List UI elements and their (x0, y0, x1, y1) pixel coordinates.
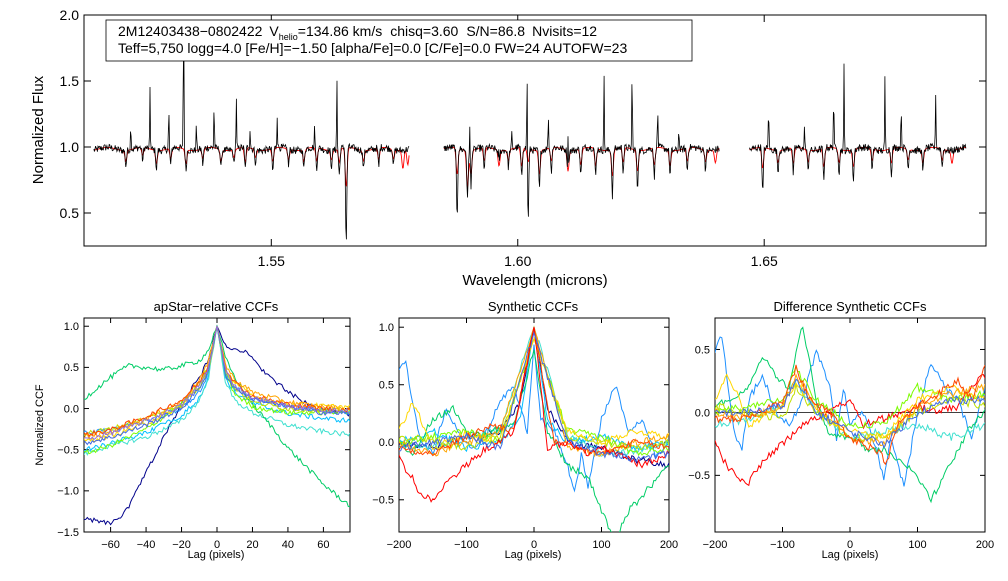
difference-ccf-panel: Difference Synthetic CCFs −200 −100 0 100 20… (688, 299, 994, 561)
y-tick-label: 2.0 (60, 7, 80, 23)
info-sn: S/N=86.8 (466, 23, 525, 39)
y-tick-label: 0.0 (695, 407, 710, 419)
synthetic-ccf-data (399, 325, 669, 532)
x-tick-label: −60 (101, 539, 120, 551)
info-box-frame (105, 19, 693, 62)
apstar-ccf-ticks: −60 −40 −20 0 20 40 60 −1.5 −1.0 −0.5 0.0 0.5 1.0 (57, 318, 350, 551)
x-tick-label: −20 (172, 539, 191, 551)
ccf-line-visit-5 (399, 350, 669, 532)
info-star-id: 2M12403438−0802422 (118, 23, 263, 39)
difference-ccf-title: Difference Synthetic CCFs (774, 299, 927, 314)
x-tick-label: 100 (592, 539, 610, 551)
x-tick-label: −200 (387, 539, 412, 551)
y-tick-label: −0.5 (57, 445, 79, 457)
ccf-line-visit-5 (715, 364, 985, 429)
info-line-2: Teff=5,750 logg=4.0 [Fe/H]=−1.50 [alpha/… (118, 40, 627, 56)
x-tick-label: −100 (770, 539, 795, 551)
ccf-line-visit-12 (84, 326, 350, 440)
apstar-ccf-data (84, 324, 350, 526)
main-data (93, 29, 967, 240)
x-tick-label: 40 (282, 539, 294, 551)
ccf-line-visit-2 (399, 344, 669, 493)
x-tick-label: 0 (214, 539, 220, 551)
y-tick-label: 0.5 (695, 344, 710, 356)
difference-ccf-x-label: Lag (pixels) (822, 549, 879, 561)
x-tick-label: −100 (454, 539, 479, 551)
synthetic-ccf-x-label: Lag (pixels) (505, 549, 562, 561)
y-tick-label: 1.0 (379, 322, 394, 334)
x-tick-label: 100 (908, 539, 926, 551)
y-tick-label: 0.0 (379, 437, 394, 449)
info-nvisits: Nvisits=12 (532, 23, 597, 39)
x-tick-label: 1.55 (258, 253, 285, 269)
y-tick-label: −1.0 (57, 486, 79, 498)
x-tick-label: 200 (976, 539, 994, 551)
difference-ccf-data (715, 326, 985, 504)
main-ticks: 1.55 1.60 1.65 0.5 1.0 1.5 2.0 (60, 7, 986, 269)
x-tick-label: 1.65 (751, 253, 778, 269)
ccf-line-visit-11 (399, 327, 669, 503)
main-x-label: Wavelength (microns) (462, 272, 607, 289)
x-tick-label: 1.60 (504, 253, 531, 269)
y-tick-label: 0.5 (64, 362, 79, 374)
info-box: 2M12403438−0802422 Vhelio=134.86 km/s chis… (105, 19, 693, 62)
x-tick-label: 60 (317, 539, 329, 551)
ccf-line-visit-8 (399, 337, 669, 451)
ccf-line-visit-12 (399, 331, 669, 463)
x-tick-label: −40 (137, 539, 156, 551)
info-vhelio: =134.86 km/s (298, 23, 382, 39)
synthetic-ccf-title: Synthetic CCFs (488, 299, 579, 314)
x-tick-label: 200 (660, 539, 678, 551)
apstar-ccf-title: apStar−relative CCFs (154, 299, 279, 314)
x-tick-label: −200 (703, 539, 728, 551)
ccf-line-visit-9 (715, 364, 985, 466)
y-tick-label: 1.5 (60, 73, 80, 89)
ccf-line-visit-10 (715, 378, 985, 449)
y-tick-label: 0.0 (64, 403, 79, 415)
apstar-ccf-x-label: Lag (pixels) (188, 549, 245, 561)
main-plot-frame (83, 14, 987, 247)
y-tick-label: 0.5 (379, 380, 394, 392)
x-tick-label: 0 (847, 539, 853, 551)
main-y-label: Normalized Flux (30, 75, 47, 184)
difference-ccf-ticks: −200 −100 0 100 200 −0.5 0.0 0.5 (688, 318, 994, 551)
observed-spectrum-line (93, 29, 410, 240)
apstar-ccf-panel: apStar−relative CCFs −60 −40 −20 0 20 40 60 −1.… (34, 299, 351, 561)
info-v-subscript: helio (279, 32, 298, 42)
y-tick-label: −1.5 (57, 527, 79, 539)
info-line-1: 2M12403438−0802422 Vhelio=134.86 km/s chis… (118, 23, 597, 42)
y-tick-label: 0.5 (60, 205, 80, 221)
observed-spectrum-line (443, 75, 720, 217)
observed-spectrum-line (749, 63, 967, 188)
synthetic-ccf-ticks: −200 −100 0 100 200 −0.5 0.0 0.5 1.0 (372, 318, 678, 551)
main-spectrum-panel: 1.55 1.60 1.65 0.5 1.0 1.5 2.0 Wavelength (mic… (30, 7, 987, 289)
y-tick-label: −0.5 (688, 470, 710, 482)
y-tick-label: 1.0 (60, 139, 80, 155)
ccf-line-visit-2 (715, 373, 985, 487)
synthetic-ccf-panel: Synthetic CCFs −200 −100 0 100 200 −0.5 0.0 0.5… (372, 299, 678, 561)
y-tick-label: 1.0 (64, 321, 79, 333)
apstar-ccf-y-label: Normalized CCF (34, 384, 46, 466)
info-v-symbol: V (269, 23, 279, 39)
info-chisq: chisq=3.60 (390, 23, 458, 39)
y-tick-label: −0.5 (372, 495, 394, 507)
x-tick-label: 0 (531, 539, 537, 551)
x-tick-label: 20 (246, 539, 258, 551)
